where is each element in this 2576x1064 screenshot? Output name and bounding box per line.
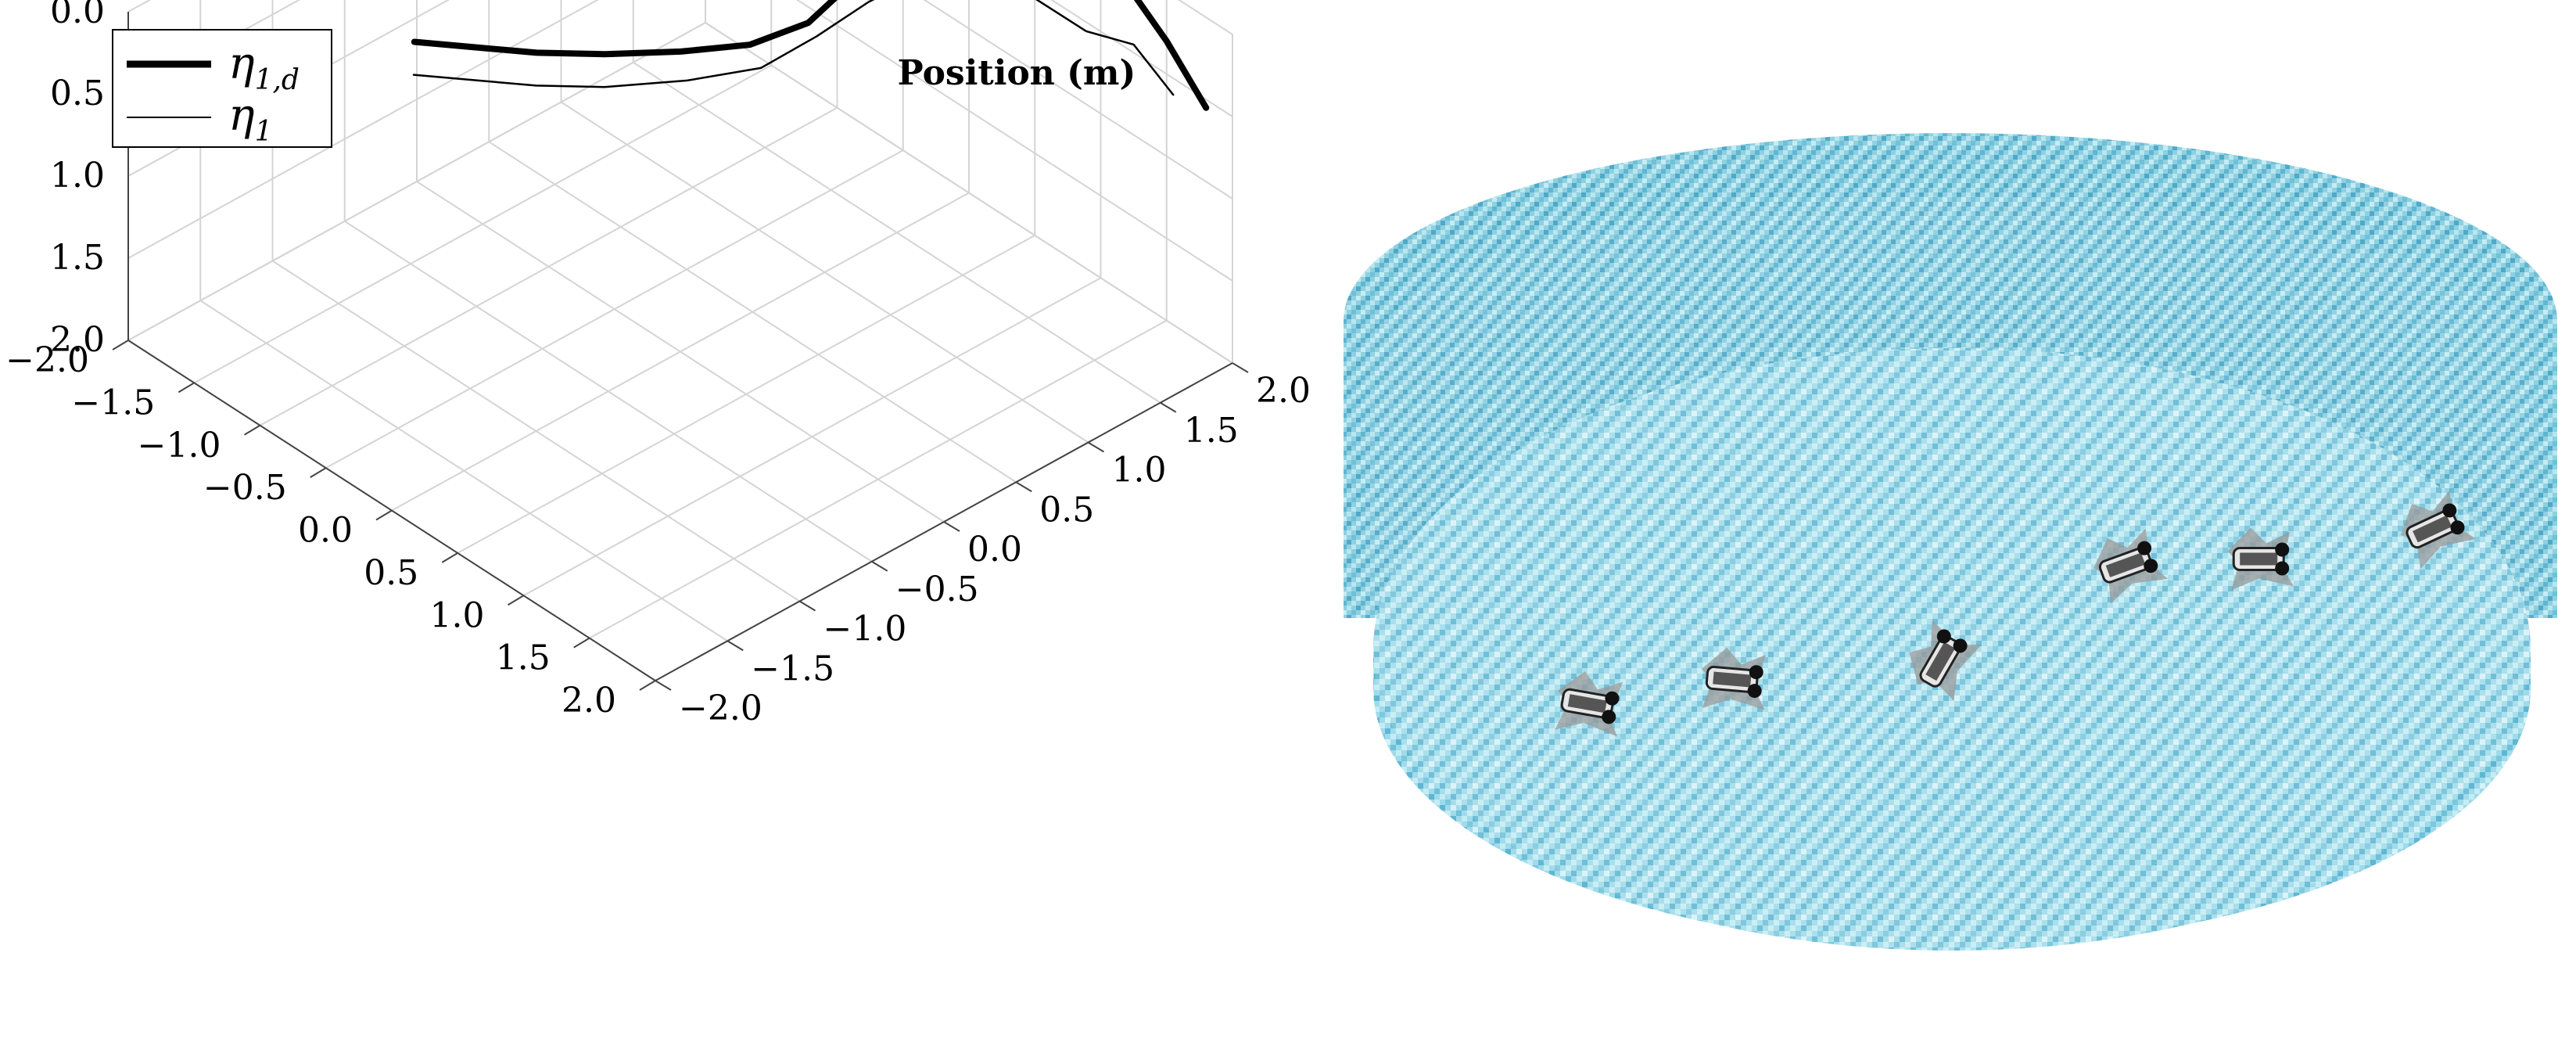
legend-label-desired: η1,d bbox=[228, 38, 300, 96]
y-tick bbox=[943, 521, 960, 532]
robot-core bbox=[1925, 642, 1956, 681]
y-tick-label: 0.5 bbox=[1039, 490, 1094, 530]
plot-title: Position (m) bbox=[898, 53, 1136, 93]
robot-layer bbox=[1555, 491, 2476, 737]
grid-line-floor-x bbox=[589, 319, 1168, 639]
grid-line-wall-right-z bbox=[923, 0, 1233, 200]
robot-motor bbox=[2137, 541, 2152, 555]
x-tick bbox=[310, 467, 327, 478]
robot-core bbox=[1567, 694, 1607, 714]
x-tick bbox=[243, 424, 261, 436]
y-tick bbox=[727, 640, 744, 652]
robot-motor bbox=[1602, 710, 1616, 724]
series-layer bbox=[411, 0, 1210, 111]
y-tick bbox=[1087, 441, 1105, 453]
robot-motor bbox=[1953, 638, 1968, 653]
legend-label-actual: η1 bbox=[228, 90, 272, 148]
robot-motor bbox=[1605, 691, 1620, 706]
z-tick-label: 0.5 bbox=[50, 74, 105, 113]
grid-line-floor-x bbox=[523, 277, 1101, 597]
y-tick-label: −1.5 bbox=[751, 649, 834, 688]
robot-core bbox=[2105, 552, 2146, 577]
y-tick bbox=[871, 560, 888, 572]
x-tick bbox=[178, 382, 195, 394]
grid-line-wall-left-z bbox=[127, 0, 599, 259]
robot bbox=[2400, 491, 2476, 570]
y-tick-label: 1.5 bbox=[1184, 411, 1239, 451]
z-tick-label: 2.0 bbox=[50, 320, 105, 360]
x-tick bbox=[639, 680, 656, 691]
x-tick bbox=[441, 552, 458, 563]
x-tick bbox=[112, 340, 129, 350]
grid-line-floor-x bbox=[457, 234, 1035, 554]
grid-line-floor-y bbox=[633, 61, 1161, 404]
y-tick bbox=[1232, 362, 1249, 373]
x-tick-label: −0.5 bbox=[203, 468, 287, 508]
robot-motor bbox=[1749, 665, 1763, 680]
z-tick-label: 1.0 bbox=[50, 156, 105, 196]
robot bbox=[2093, 528, 2169, 604]
robot-motor bbox=[2275, 542, 2290, 557]
y-tick bbox=[1015, 481, 1032, 493]
y-tick bbox=[1160, 401, 1177, 413]
y-tick-label: −2.0 bbox=[679, 688, 762, 728]
robot bbox=[1555, 671, 1623, 737]
grid-line-floor-y bbox=[416, 181, 945, 523]
robot-motor bbox=[2450, 520, 2465, 535]
grid-line-wall-left-z bbox=[127, 22, 706, 341]
pool-scene bbox=[1344, 133, 2557, 951]
robot-core bbox=[2413, 515, 2452, 543]
grid-line-wall-right-z bbox=[705, 22, 1233, 364]
robot-motor bbox=[1936, 629, 1951, 644]
grid-line-floor-y bbox=[560, 101, 1089, 444]
y-tick-label: 1.0 bbox=[1112, 451, 1167, 491]
z-tick-label: 0.0 bbox=[50, 0, 105, 31]
y-tick-label: 2.0 bbox=[1256, 371, 1311, 411]
x-tick-label: 0.0 bbox=[298, 511, 353, 551]
y-tick bbox=[798, 600, 816, 612]
robot bbox=[2227, 527, 2294, 591]
legend-box bbox=[112, 29, 332, 148]
x-tick-label: 1.5 bbox=[496, 638, 551, 678]
x-tick-label: 0.5 bbox=[364, 553, 418, 593]
robot-motor bbox=[2144, 559, 2158, 573]
legend: η1,d η1 bbox=[112, 29, 332, 148]
x-tick-label: −1.5 bbox=[71, 383, 155, 422]
x-tick-label: 2.0 bbox=[561, 681, 616, 721]
x-tick-label: −1.0 bbox=[138, 426, 221, 466]
x-tick bbox=[375, 509, 393, 521]
robot-motor bbox=[2442, 503, 2457, 518]
y-tick-label: −0.5 bbox=[895, 570, 979, 609]
z-tick-label: 1.5 bbox=[50, 238, 105, 278]
robot-core bbox=[2240, 552, 2278, 566]
robot-core bbox=[1713, 671, 1752, 688]
y-tick-label: −1.0 bbox=[823, 609, 907, 649]
series-line-desired bbox=[411, 0, 1210, 111]
grid-line-floor-y bbox=[488, 141, 1017, 483]
robot bbox=[1909, 620, 1982, 701]
series-line-actual bbox=[412, 0, 1175, 96]
grid-line-wall-right-z bbox=[795, 0, 1233, 282]
x-tick bbox=[507, 595, 525, 606]
trajectory-3d-plot: −2.0−1.5−1.0−0.50.00.51.01.52.0 −2.0−1.5−… bbox=[5, 0, 1311, 728]
robot-motor bbox=[1747, 684, 1762, 699]
y-tick-label: 0.0 bbox=[967, 530, 1022, 570]
robot bbox=[1701, 647, 1766, 710]
y-tick bbox=[655, 680, 672, 691]
x-tick bbox=[573, 637, 590, 649]
x-tick-label: −2.0 bbox=[5, 340, 89, 380]
x-tick-label: 1.0 bbox=[430, 595, 485, 635]
robot-motor bbox=[2275, 561, 2290, 576]
tick-labels: −2.0−1.5−1.0−0.50.00.51.01.52.0 −2.0−1.5−… bbox=[5, 0, 1311, 728]
